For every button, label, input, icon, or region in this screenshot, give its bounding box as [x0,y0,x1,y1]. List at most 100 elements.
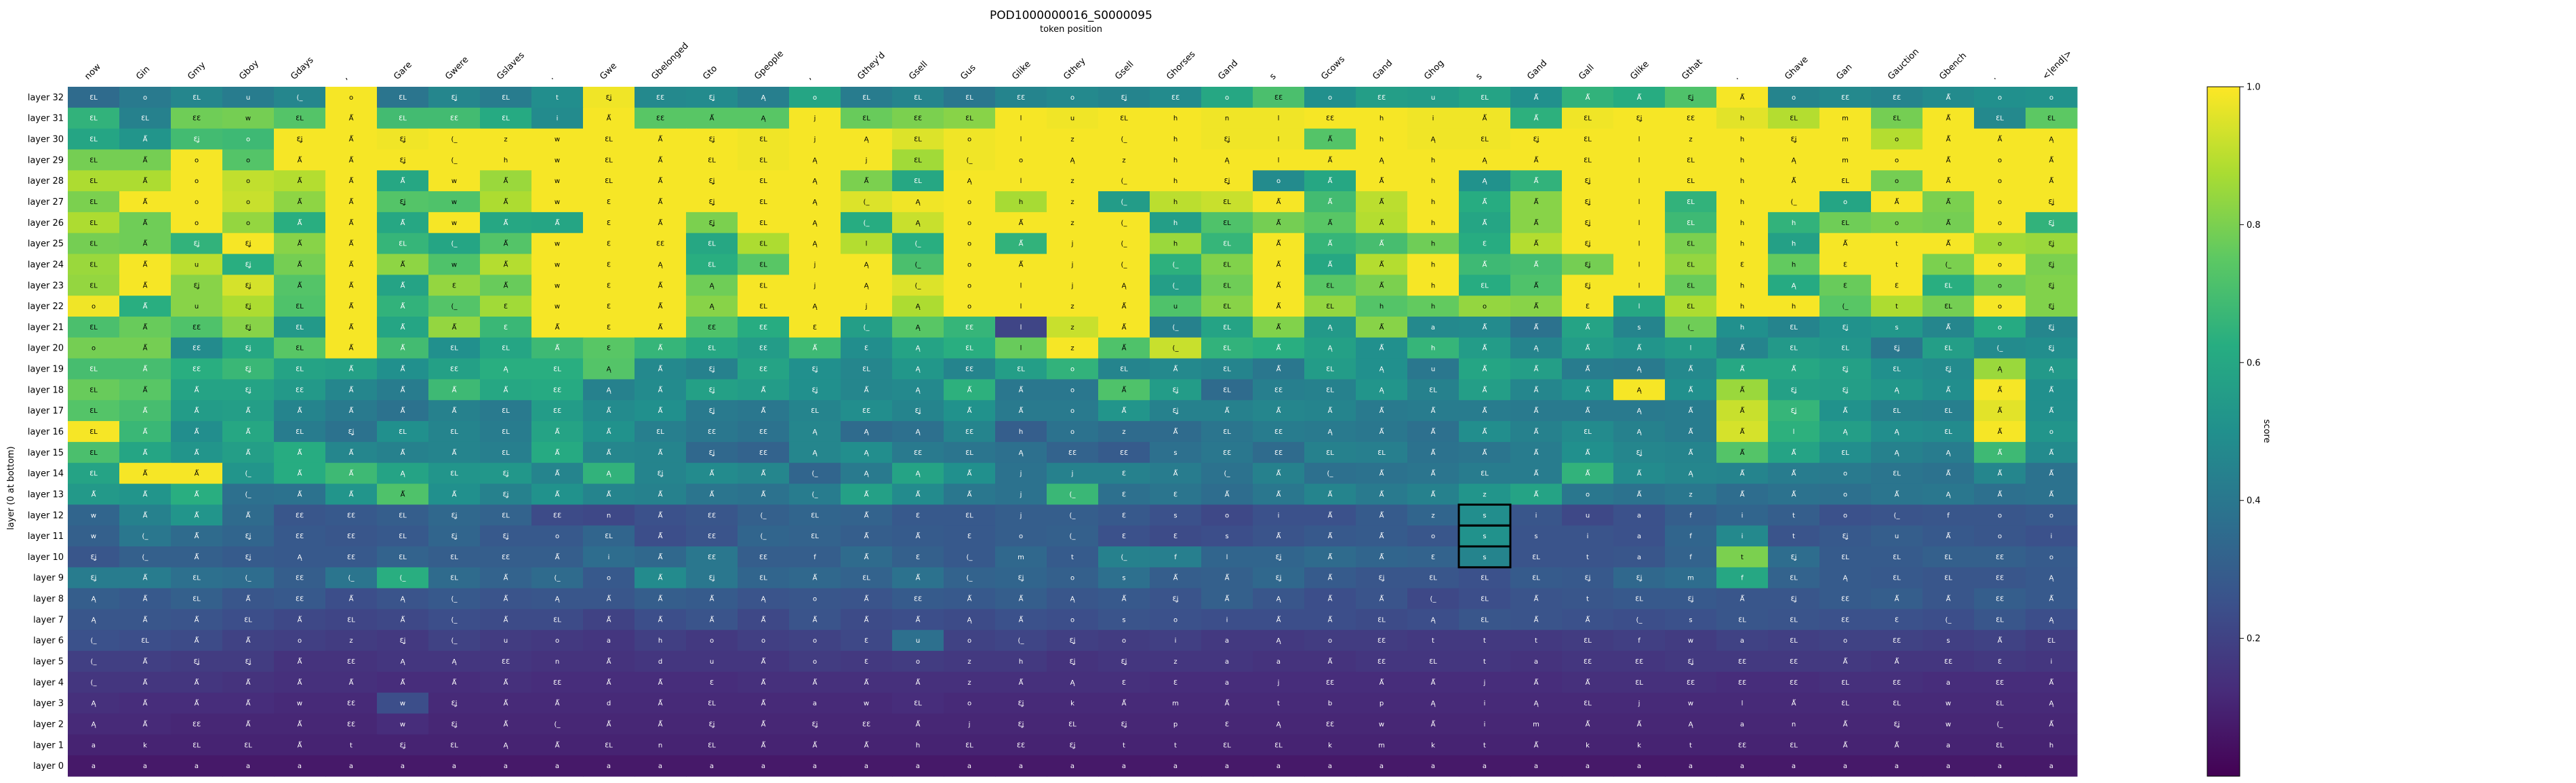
heatmap-cell [480,734,532,756]
cell-token-label: a [1380,763,1384,770]
cell-token-label: Ǻ [1586,469,1590,478]
heatmap-cell [635,567,687,589]
heatmap-cell [995,713,1047,735]
cell-token-label: Ǻ [1276,281,1281,289]
cell-token-label: Ǻ [1276,469,1281,478]
cell-token-label: h [1431,157,1435,164]
heatmap-cell [1768,170,1820,192]
heatmap-cell [119,191,172,213]
cell-token-label: s [1895,324,1898,332]
heatmap-cell [1356,212,1408,234]
cell-token-label: ƐL [1223,303,1231,310]
heatmap-cell [480,275,532,296]
x-tick-label: Ghog [1422,58,1446,82]
heatmap-cell [480,588,532,610]
heatmap-cell [789,588,841,610]
cell-token-label: Ǻ [504,678,508,687]
heatmap-cell [686,713,738,735]
heatmap-cell [1974,651,2026,672]
heatmap-cell [325,483,378,505]
cell-token-label: ƐƐ [1274,94,1283,102]
heatmap-cell [1150,609,1202,630]
cell-token-label: Ą [2049,366,2055,374]
heatmap-cell [1407,191,1460,213]
heatmap-cell [995,567,1047,589]
cell-token-label: Ɛ [607,345,611,353]
cell-token-label: Ǻ [658,344,663,353]
cell-token-label: ƐL [450,742,458,749]
cell-token-label: ƐL [502,449,510,457]
heatmap-cell [1923,275,1975,296]
cell-token-label: Ɛ [607,241,611,248]
cell-token-label: Ǻ [761,740,766,749]
heatmap-cell [428,671,481,694]
heatmap-cell [171,546,223,568]
heatmap-cell [944,441,996,464]
heatmap-cell [635,734,687,756]
cell-token-label: u [1586,512,1590,519]
heatmap-cell [428,651,481,672]
heatmap-cell [1974,296,2026,317]
heatmap-cell [583,692,635,715]
cell-token-label: a [1122,763,1126,770]
heatmap-cell [1665,462,1717,485]
cell-token-label: Ǻ [1122,595,1127,603]
heatmap-cell [1613,441,1666,464]
cell-token-label: a [1328,763,1332,770]
heatmap-cell [1201,149,1253,171]
heatmap-cell [995,483,1047,505]
heatmap-cell [1098,107,1150,129]
heatmap-cell [1974,609,2026,630]
cell-token-label: Ǻ [298,740,302,749]
cell-token-label: Ǻ [1328,553,1333,561]
heatmap-cell [171,713,223,735]
heatmap-cell [892,212,944,234]
heatmap-cell [274,525,326,547]
heatmap-cell [222,421,275,443]
cell-token-label: (_ [967,575,973,582]
heatmap-cell [892,692,944,715]
heatmap-cell [68,651,120,672]
cell-token-label: Ǻ [195,636,199,645]
cell-token-label: Ǻ [143,699,148,708]
heatmap-cell [1047,379,1099,401]
heatmap-cell [68,525,120,547]
cell-token-label: (_ [1894,512,1901,519]
cell-token-label: Ǻ [1792,699,1796,708]
cell-token-label: (_ [1173,345,1180,353]
cell-token-label: Ą [813,428,818,436]
cell-token-label: ƐƐ [553,512,561,519]
cell-token-label: Ɛ [1173,533,1178,540]
cell-token-label: Ą [813,157,818,164]
heatmap-cell [1768,525,1820,547]
heatmap-cell [1923,317,1975,338]
cell-token-label: (_ [1946,261,1952,268]
cell-token-label: Ǻ [246,448,251,457]
heatmap-cell [1098,671,1150,694]
heatmap-cell [1871,128,1923,150]
x-tick-label: Gcows [1319,54,1347,82]
cell-token-label: f [1741,575,1744,582]
cell-token-label: Ǻ [607,448,611,457]
heatmap-cell [1098,275,1150,296]
heatmap-cell [738,755,790,777]
cell-token-label: Ǻ [504,260,508,268]
cell-token-label: l [1638,303,1641,310]
heatmap-cell [222,107,275,129]
heatmap-cell [1768,692,1820,715]
cell-token-label: w [555,136,560,144]
cell-token-label: Ǻ [143,510,148,519]
cell-token-label: o [710,637,714,645]
heatmap-cell [789,296,841,317]
heatmap-cell [1510,671,1563,694]
cell-token-label: ƐL [1893,700,1901,708]
heatmap-cell [841,441,893,464]
cell-token-label: h [1740,136,1744,144]
cell-token-label: Ǻ [1328,260,1333,268]
heatmap-cell [1871,462,1923,485]
heatmap-cell [480,671,532,694]
cell-token-label: u [195,303,199,310]
cell-token-label: j [865,303,868,310]
cell-token-label: Ɛʝ [451,721,457,728]
cell-token-label: h [1431,220,1435,227]
